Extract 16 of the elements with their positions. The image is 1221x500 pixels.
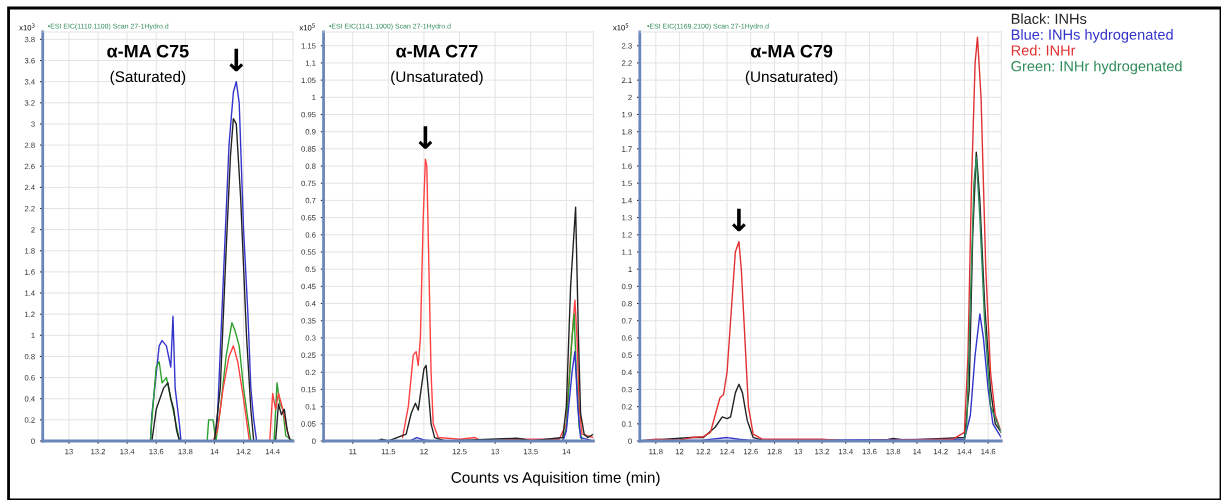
text: Red: INHr [1011,44,1076,56]
annotation: ↓ [732,208,746,232]
text: α-MA C75 [107,44,189,58]
line-series [401,158,594,441]
annotation: ↓ [229,48,244,72]
text: Blue: INHs hydrogenated [1011,29,1173,43]
text: Green: INHr hydrogenated [1011,60,1182,75]
line-series [151,117,291,441]
text: (Unsaturated) [391,70,483,86]
text: α-MA C77 [396,44,478,58]
text: α-MA C79 [750,44,833,58]
x-axis-title: Counts vs Aquisition time (min) [451,471,660,486]
text: (Saturated) [110,70,186,86]
annotation: ↓ [418,126,433,149]
text: (Unsaturated) [745,70,838,86]
text: Black: INHs [1011,13,1087,25]
